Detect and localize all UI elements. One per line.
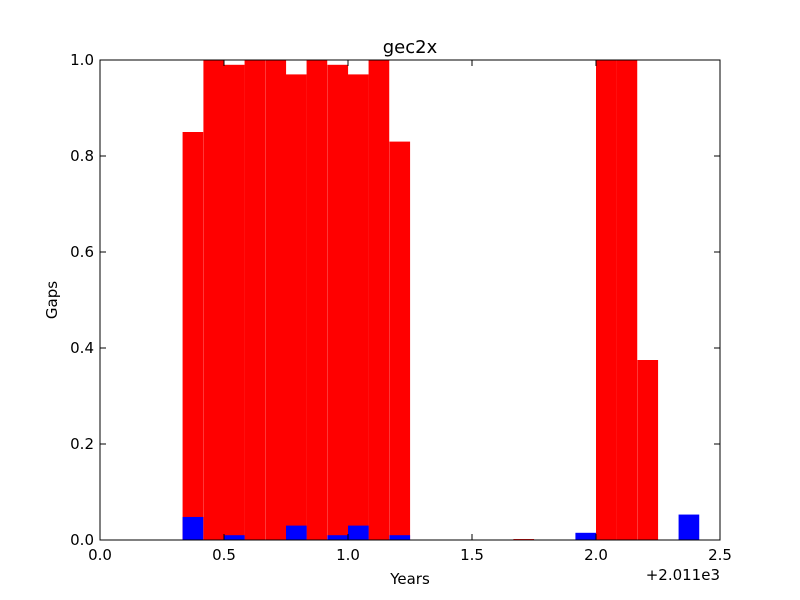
y-axis-label: Gaps — [43, 281, 61, 319]
bar-series0-0 — [182, 132, 204, 540]
x-tick-label-0: 0.0 — [88, 546, 112, 564]
x-tick-label-5: 2.5 — [708, 546, 732, 564]
y-tick-label-1: 0.2 — [70, 435, 94, 453]
bar-series1-2 — [286, 525, 307, 540]
bar-series0-1 — [203, 60, 225, 540]
x-tick-label-2: 1.0 — [336, 546, 360, 564]
x-axis-offset-label: +2.011e3 — [646, 566, 720, 584]
bar-series0-3 — [244, 60, 266, 540]
y-tick-label-4: 0.8 — [70, 147, 94, 165]
y-tick-label-3: 0.6 — [70, 243, 94, 261]
x-tick-label-3: 1.5 — [460, 546, 484, 564]
x-tick-label-4: 2.0 — [584, 546, 608, 564]
x-tick-label-1: 0.5 — [212, 546, 236, 564]
bar-series0-9 — [368, 60, 390, 540]
bar-series1-7 — [678, 514, 700, 540]
bar-series0-8 — [348, 74, 369, 541]
bar-series0-2 — [224, 64, 245, 541]
bar-series0-13 — [616, 60, 638, 540]
bar-series0-14 — [637, 360, 659, 540]
bar-series1-6 — [575, 532, 597, 540]
bar-series0-12 — [596, 60, 617, 540]
plot-frame — [99, 59, 721, 541]
x-axis-label: Years — [389, 570, 430, 588]
bar-series0-5 — [286, 74, 307, 541]
chart-title: gec2x — [383, 37, 438, 58]
bar-series0-6 — [306, 60, 328, 540]
y-tick-label-2: 0.4 — [70, 339, 94, 357]
bar-series1-3 — [327, 535, 349, 540]
bar-series1-5 — [389, 535, 411, 540]
bar-series1-0 — [182, 516, 204, 540]
bars-layer — [182, 60, 700, 541]
bar-series0-10 — [389, 141, 411, 540]
bar-series1-1 — [224, 535, 245, 540]
bar-series1-4 — [348, 525, 369, 540]
bar-series0-4 — [265, 60, 287, 540]
y-tick-label-5: 1.0 — [70, 51, 94, 69]
bar-series0-7 — [327, 64, 349, 541]
ticks-layer: 0.0 0.5 1.0 1.5 2.0 2.5 0.0 0.2 0.4 0.6 0.8 1.0 — [70, 51, 732, 564]
y-tick-label-0: 0.0 — [70, 531, 94, 549]
